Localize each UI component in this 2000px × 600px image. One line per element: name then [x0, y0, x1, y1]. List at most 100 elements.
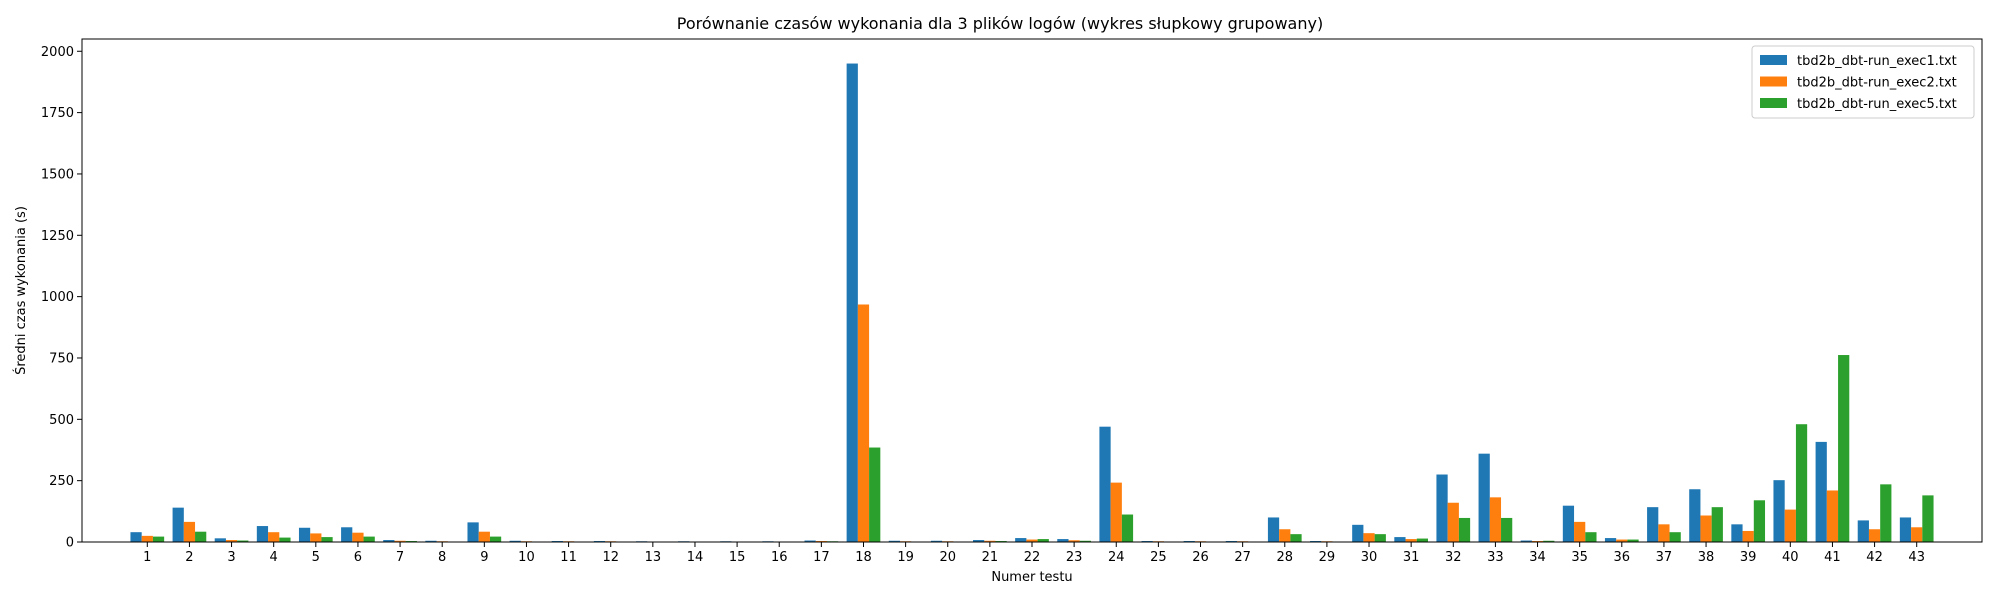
x-tick-label: 28 [1276, 550, 1293, 565]
bar-series-3-test-37 [1669, 532, 1681, 542]
x-tick-label: 2 [185, 550, 193, 565]
bar-series-3-test-36 [1627, 539, 1639, 542]
bar-series-1-test-24 [1099, 426, 1111, 542]
bar-series-3-test-35 [1585, 532, 1597, 542]
x-tick-label: 25 [1150, 550, 1167, 565]
x-tick-label: 19 [897, 550, 914, 565]
bar-series-3-test-30 [1374, 534, 1386, 542]
x-tick-label: 42 [1866, 550, 1883, 565]
bar-series-1-test-37 [1647, 507, 1659, 542]
bar-series-2-test-39 [1742, 530, 1754, 542]
x-tick-label: 7 [396, 550, 404, 565]
bar-series-1-test-5 [298, 527, 311, 542]
bar-series-1-test-43 [1899, 517, 1912, 542]
bar-series-1-test-10 [509, 540, 521, 542]
bar-series-2-test-6 [352, 532, 364, 542]
bar-series-1-test-17 [804, 540, 816, 542]
bar-series-2-test-42 [1868, 529, 1881, 542]
bar-series-3-test-9 [489, 536, 502, 542]
plot-frame [81, 38, 1983, 543]
bar-series-2-test-32 [1447, 502, 1459, 542]
bar-series-2-test-22 [1026, 539, 1038, 542]
bar-series-1-test-40 [1773, 480, 1785, 542]
y-axis-label: Średni czas wykonania (s) [13, 206, 29, 375]
y-tick-label: 0 [66, 536, 74, 551]
bar-series-1-test-33 [1478, 453, 1490, 542]
bar-series-1-test-7 [383, 540, 395, 542]
bar-series-2-test-38 [1700, 515, 1712, 542]
x-tick-label: 43 [1908, 550, 1925, 565]
legend-entry-label: tbd2b_dbt-run_exec5.txt [1797, 97, 1957, 112]
x-tick-label: 39 [1740, 550, 1757, 565]
legend-box [1751, 45, 1975, 119]
x-tick-label: 21 [982, 550, 999, 565]
x-tick-label: 35 [1571, 550, 1588, 565]
bar-series-1-test-2 [172, 507, 184, 542]
x-tick-label: 8 [438, 550, 446, 565]
bar-series-2-test-33 [1489, 497, 1502, 542]
bar-series-1-test-23 [1057, 539, 1069, 542]
chart-title: Porównanie czasów wykonania dla 3 plików… [677, 14, 1323, 33]
bar-series-2-test-30 [1363, 533, 1375, 542]
bar-series-1-test-30 [1352, 524, 1364, 542]
bar-series-3-test-42 [1880, 484, 1892, 542]
bar-series-2-test-7 [394, 540, 406, 542]
legend-swatch [1760, 98, 1787, 108]
bar-series-3-test-1 [152, 536, 165, 542]
x-tick-label: 33 [1487, 550, 1504, 565]
x-tick-label: 40 [1782, 550, 1799, 565]
x-tick-label: 15 [729, 550, 746, 565]
bar-series-3-test-4 [279, 537, 291, 542]
bar-series-2-test-2 [183, 521, 196, 542]
bar-series-2-test-21 [984, 540, 996, 542]
y-tick-label: 500 [49, 413, 74, 428]
y-axis-ticks: 0 250 500 750 1000 1250 1500 1750 2000 [41, 45, 82, 551]
x-tick-label: 34 [1529, 550, 1546, 565]
x-tick-label: 9 [480, 550, 488, 565]
bar-series-2-test-4 [268, 532, 280, 542]
x-tick-label: 11 [560, 550, 577, 565]
bar-series-3-test-24 [1121, 514, 1134, 542]
x-tick-label: 26 [1192, 550, 1209, 565]
x-tick-label: 32 [1445, 550, 1462, 565]
x-tick-label: 23 [1066, 550, 1083, 565]
legend-entry-label: tbd2b_dbt-run_exec1.txt [1797, 54, 1957, 69]
x-tick-label: 14 [687, 550, 704, 565]
bar-series-2-test-40 [1784, 509, 1796, 542]
x-tick-label: 16 [771, 550, 788, 565]
x-tick-label: 5 [312, 550, 320, 565]
x-tick-label: 27 [1234, 550, 1251, 565]
bar-series-3-test-28 [1290, 534, 1302, 542]
bar-series-3-test-23 [1079, 540, 1091, 542]
bar-series-3-test-22 [1037, 539, 1049, 542]
bar-series-2-test-36 [1616, 539, 1628, 542]
x-tick-label: 4 [270, 550, 278, 565]
bar-series-3-test-41 [1838, 355, 1850, 542]
bar-series-1-test-41 [1815, 441, 1827, 542]
bar-series-2-test-43 [1911, 527, 1923, 542]
x-tick-label: 17 [813, 550, 830, 565]
bar-series-2-test-9 [478, 531, 490, 542]
x-tick-label: 13 [645, 550, 662, 565]
y-tick-label: 2000 [41, 45, 74, 60]
x-tick-label: 29 [1319, 550, 1336, 565]
x-axis-label: Numer testu [991, 570, 1072, 585]
x-tick-label: 12 [602, 550, 619, 565]
x-tick-label: 37 [1656, 550, 1673, 565]
bar-series-2-test-35 [1574, 521, 1586, 542]
bar-series-1-test-20 [930, 540, 943, 542]
bar-series-2-test-41 [1826, 490, 1839, 542]
legend: tbd2b_dbt-run_exec1.txt tbd2b_dbt-run_exe… [1751, 45, 1975, 119]
bar-series-3-test-5 [321, 537, 333, 542]
x-tick-label: 24 [1108, 550, 1125, 565]
bar-series-3-test-40 [1795, 424, 1808, 542]
x-tick-label: 38 [1698, 550, 1715, 565]
bar-series-1-test-38 [1689, 489, 1701, 542]
y-tick-label: 1000 [41, 290, 74, 305]
x-tick-label: 36 [1614, 550, 1631, 565]
x-tick-label: 6 [354, 550, 362, 565]
bar-series-2-test-1 [141, 535, 153, 542]
bar-series-2-test-3 [225, 540, 238, 542]
